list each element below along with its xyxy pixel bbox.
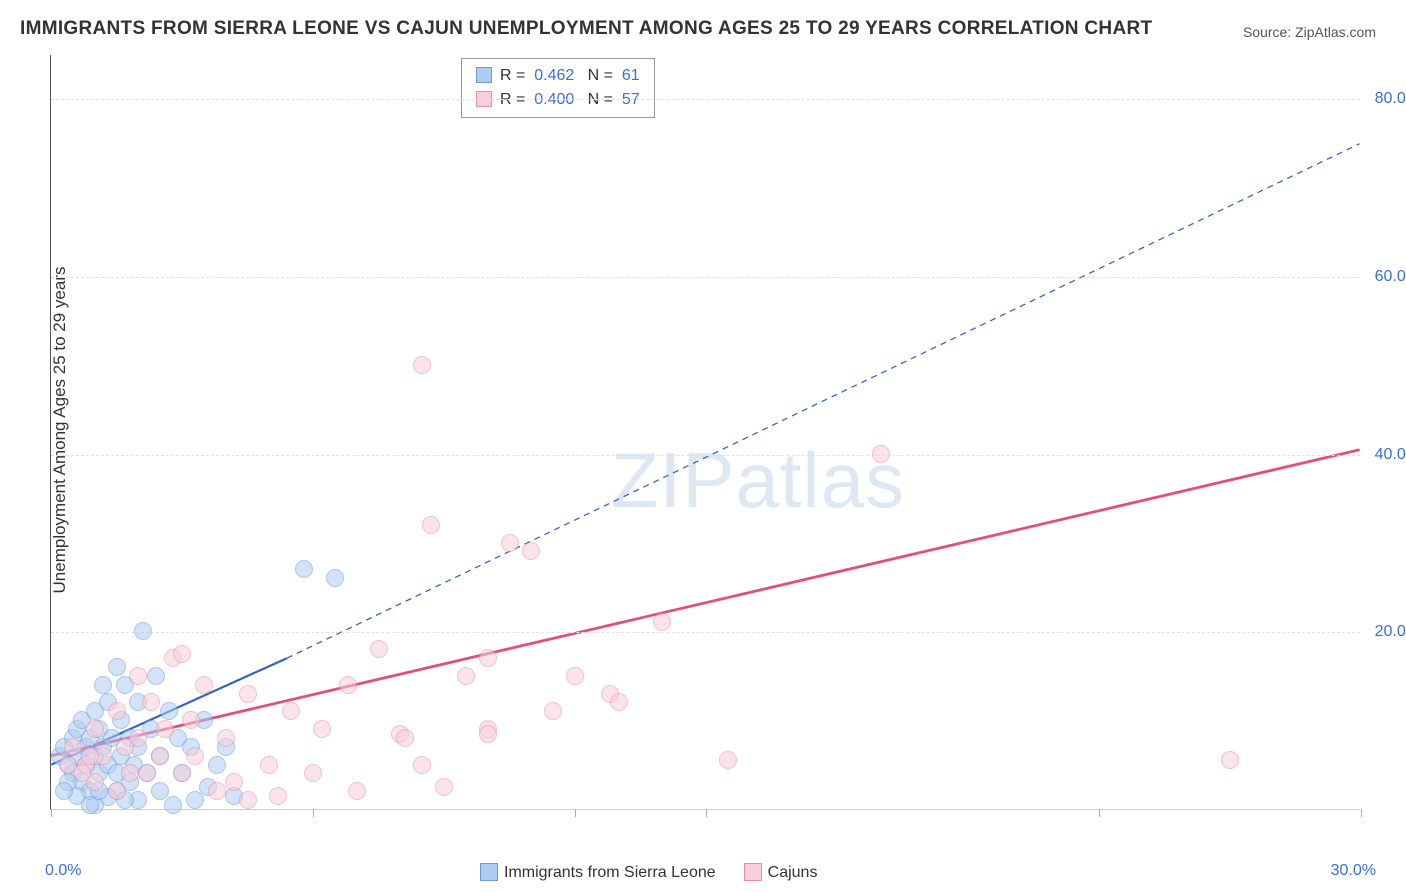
data-point — [872, 445, 890, 463]
stats-row: R = 0.462 N = 61 — [476, 64, 640, 88]
data-point — [479, 725, 497, 743]
x-axis-max-label: 30.0% — [1331, 862, 1376, 880]
trend-line — [51, 450, 1359, 756]
stat-label: N = — [574, 67, 622, 84]
data-point — [413, 756, 431, 774]
legend-item: Cajuns — [744, 864, 818, 881]
data-point — [435, 778, 453, 796]
x-tick — [1099, 809, 1100, 817]
stat-label: R = — [500, 67, 534, 84]
data-point — [81, 747, 99, 765]
data-point — [422, 516, 440, 534]
data-point — [142, 693, 160, 711]
data-point — [160, 702, 178, 720]
y-tick-label: 40.0% — [1375, 446, 1406, 464]
data-point — [339, 676, 357, 694]
data-point — [129, 667, 147, 685]
y-tick-label: 80.0% — [1375, 90, 1406, 108]
data-point — [121, 764, 139, 782]
data-point — [195, 676, 213, 694]
legend-label: Immigrants from Sierra Leone — [504, 864, 716, 881]
data-point — [156, 720, 174, 738]
data-point — [147, 667, 165, 685]
data-point — [370, 640, 388, 658]
trend-line-extension — [287, 144, 1360, 658]
x-tick — [51, 809, 52, 817]
data-point — [173, 764, 191, 782]
gridline — [51, 455, 1360, 456]
data-point — [719, 751, 737, 769]
data-point — [208, 756, 226, 774]
x-tick — [575, 809, 576, 817]
y-tick-label: 20.0% — [1375, 623, 1406, 641]
legend-item: Immigrants from Sierra Leone — [480, 864, 716, 881]
source-label: Source: — [1243, 24, 1291, 40]
plot-area: ZIPatlas R = 0.462 N = 61R = 0.400 N = 5… — [50, 55, 1360, 810]
data-point — [348, 782, 366, 800]
data-point — [116, 738, 134, 756]
data-point — [186, 747, 204, 765]
gridline — [51, 632, 1360, 633]
data-point — [59, 756, 77, 774]
data-point — [138, 764, 156, 782]
stats-legend: R = 0.462 N = 61R = 0.400 N = 57 — [461, 58, 655, 118]
data-point — [186, 791, 204, 809]
x-tick — [1361, 809, 1362, 817]
data-point — [164, 796, 182, 814]
data-point — [225, 773, 243, 791]
data-point — [479, 649, 497, 667]
data-point — [313, 720, 331, 738]
stat-r-value: 0.462 — [534, 67, 574, 84]
data-point — [208, 782, 226, 800]
legend-swatch — [476, 67, 492, 83]
data-point — [653, 613, 671, 631]
data-point — [1221, 751, 1239, 769]
data-point — [295, 560, 313, 578]
data-point — [413, 356, 431, 374]
x-tick — [313, 809, 314, 817]
data-point — [304, 764, 322, 782]
data-point — [108, 702, 126, 720]
legend-swatch — [480, 863, 498, 881]
x-tick — [706, 809, 707, 817]
data-point — [239, 685, 257, 703]
data-point — [64, 738, 82, 756]
data-point — [182, 711, 200, 729]
gridline — [51, 277, 1360, 278]
data-point — [260, 756, 278, 774]
data-point — [610, 693, 628, 711]
data-point — [396, 729, 414, 747]
data-point — [566, 667, 584, 685]
chart-title: IMMIGRANTS FROM SIERRA LEONE VS CAJUN UN… — [20, 18, 1152, 40]
stat-n-value: 61 — [622, 67, 640, 84]
data-point — [269, 787, 287, 805]
data-point — [55, 782, 73, 800]
source-value: ZipAtlas.com — [1295, 24, 1376, 40]
source-attribution: Source: ZipAtlas.com — [1243, 24, 1376, 40]
bottom-legend: Immigrants from Sierra Leone Cajuns — [480, 863, 845, 882]
legend-label: Cajuns — [768, 864, 818, 881]
data-point — [501, 534, 519, 552]
data-point — [282, 702, 300, 720]
x-axis-min-label: 0.0% — [45, 862, 81, 880]
data-point — [134, 622, 152, 640]
y-tick-label: 60.0% — [1375, 268, 1406, 286]
data-point — [522, 542, 540, 560]
data-point — [86, 720, 104, 738]
data-point — [457, 667, 475, 685]
data-point — [326, 569, 344, 587]
data-point — [217, 729, 235, 747]
data-point — [151, 747, 169, 765]
legend-swatch — [744, 863, 762, 881]
data-point — [108, 658, 126, 676]
gridline — [51, 99, 1360, 100]
data-point — [239, 791, 257, 809]
data-point — [544, 702, 562, 720]
data-point — [108, 782, 126, 800]
data-point — [173, 645, 191, 663]
data-point — [94, 676, 112, 694]
